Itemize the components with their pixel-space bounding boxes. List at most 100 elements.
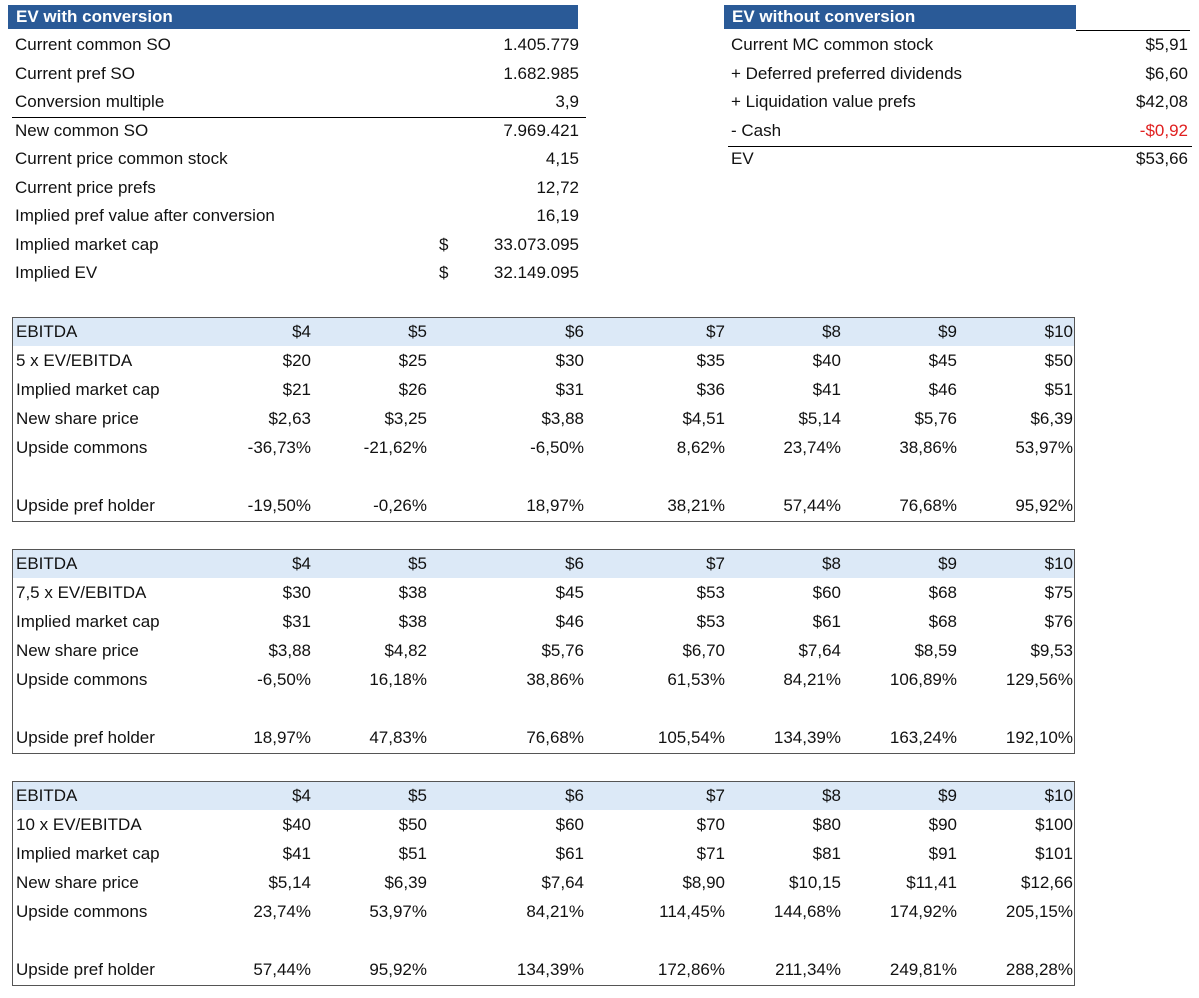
table-row-label: Implied market cap <box>16 844 160 863</box>
table-cell: 53,97% <box>1015 438 1073 457</box>
table-cell: $5,14 <box>268 873 311 892</box>
row-value: 32.149.095 <box>493 263 579 282</box>
table-cell: $20 <box>282 351 311 370</box>
table-cell: 38,21% <box>667 496 725 515</box>
table-cell: 84,21% <box>783 670 841 689</box>
table-cell: $75 <box>1044 583 1073 602</box>
table-cell: 53,97% <box>369 902 427 921</box>
left-row: New common SO 7.969.421 <box>15 117 579 145</box>
right-row: Current MC common stock $5,91 <box>731 31 1188 59</box>
table-cell: $9 <box>938 554 957 573</box>
row-value: 1.405.779 <box>503 35 579 54</box>
table-cell: $46 <box>928 380 957 399</box>
table-cell: $51 <box>1044 380 1073 399</box>
row-label: Current price prefs <box>15 177 156 197</box>
table-cell: 105,54% <box>657 728 725 747</box>
table-cell: $30 <box>555 351 584 370</box>
table-cell: $2,63 <box>268 409 311 428</box>
table-cell: $7 <box>706 554 725 573</box>
table-row-label: Implied market cap <box>16 612 160 631</box>
row-label: Current common SO <box>15 35 171 54</box>
table-row-label: Upside pref holder <box>16 728 155 747</box>
row-label: Current MC common stock <box>731 35 934 54</box>
row-value: -$0,92 <box>1139 120 1188 140</box>
table-cell: $4,82 <box>384 641 427 660</box>
table-cell: $8,90 <box>682 873 725 892</box>
table-cell: 114,45% <box>659 902 725 921</box>
row-value: 1.682.985 <box>503 63 579 83</box>
table-cell: 8,62% <box>676 438 725 457</box>
table-cell: $5,76 <box>914 409 957 428</box>
table-cell: 16,18% <box>369 670 427 689</box>
table-cell: 47,83% <box>369 728 427 747</box>
table-cell: $6 <box>565 554 584 573</box>
table-cell: $7,64 <box>541 873 584 892</box>
ev-without-conversion-header: EV without conversion <box>724 5 1076 29</box>
left-row: Current common SO 1.405.779 <box>15 31 579 59</box>
right-row: + Liquidation value prefs $42,08 <box>731 88 1188 116</box>
row-label: Implied EV <box>15 263 98 282</box>
table-cell: $5 <box>408 322 427 341</box>
table-cell: $60 <box>555 815 584 834</box>
table-cell: $46 <box>555 612 584 631</box>
table-cell: $4 <box>292 322 311 341</box>
table-cell: $21 <box>282 380 311 399</box>
table-cell: $10 <box>1044 554 1073 573</box>
table-cell: 18,97% <box>253 728 311 747</box>
table-cell: $5 <box>408 554 427 573</box>
table-cell: 23,74% <box>783 438 841 457</box>
left-row: Implied EV $32.149.095 <box>15 259 579 287</box>
right-row: + Deferred preferred dividends $6,60 <box>731 60 1188 88</box>
table-cell: $31 <box>282 612 311 631</box>
table-cell: 84,21% <box>526 902 584 921</box>
row-value: $42,08 <box>1136 92 1188 111</box>
table-cell: $91 <box>928 844 957 863</box>
table-cell: $6,39 <box>1030 409 1073 428</box>
table-cell: $6,39 <box>384 873 427 892</box>
table-cell: -19,50% <box>247 496 311 515</box>
table-row-label: Upside commons <box>16 902 148 921</box>
table-cell: $45 <box>928 351 957 370</box>
row-label: Implied pref value after conversion <box>15 206 275 225</box>
table-cell: $4 <box>292 786 311 805</box>
table-row-label: Upside commons <box>16 438 148 457</box>
left-row: Conversion multiple 3,9 <box>15 88 579 116</box>
table-cell: $70 <box>696 815 725 834</box>
row-value: 7.969.421 <box>503 120 579 140</box>
row-label: + Liquidation value prefs <box>731 92 916 111</box>
currency-symbol: $ <box>439 263 449 282</box>
table-cell: -21,62% <box>363 438 427 457</box>
table-cell: $100 <box>1035 815 1073 834</box>
row-value: 4,15 <box>545 149 579 168</box>
table-row-label: New share price <box>16 641 139 660</box>
table-cell: 57,44% <box>253 960 311 979</box>
row-value: $6,60 <box>1145 63 1188 83</box>
table-cell: -6,50% <box>257 670 311 689</box>
table-cell: $41 <box>282 844 311 863</box>
table-cell: $8,59 <box>914 641 957 660</box>
sensitivity-table: EBITDA $4 $5 $6 $7 $8 $9 $10 7,5 x EV/EBITDA $30 $… <box>12 549 1075 754</box>
table-cell: $25 <box>398 351 427 370</box>
table-cell: 249,81% <box>889 960 957 979</box>
table-cell: $40 <box>282 815 311 834</box>
table-cell: 76,68% <box>899 496 957 515</box>
table-cell: $10,15 <box>789 873 841 892</box>
table-cell: 61,53% <box>667 670 725 689</box>
table-row-label: Upside pref holder <box>16 960 155 979</box>
table-cell: $6 <box>565 786 584 805</box>
right-row: - Cash -$0,92 <box>731 117 1188 145</box>
table-cell: 163,24% <box>889 728 957 747</box>
table-cell: $30 <box>282 583 311 602</box>
sensitivity-table: EBITDA $4 $5 $6 $7 $8 $9 $10 5 x EV/EBITDA $20 $25… <box>12 317 1075 522</box>
table-cell: 38,86% <box>899 438 957 457</box>
table-cell: $90 <box>928 815 957 834</box>
table-cell: 95,92% <box>369 960 427 979</box>
table-cell: $5 <box>408 786 427 805</box>
table-cell: -36,73% <box>247 438 311 457</box>
left-row: Current price prefs 12,72 <box>15 174 579 202</box>
table-cell: $6,70 <box>682 641 725 660</box>
table-cell: $68 <box>928 583 957 602</box>
table-cell: $9,53 <box>1030 641 1073 660</box>
table-cell: $5,14 <box>798 409 841 428</box>
table-cell: $53 <box>696 583 725 602</box>
